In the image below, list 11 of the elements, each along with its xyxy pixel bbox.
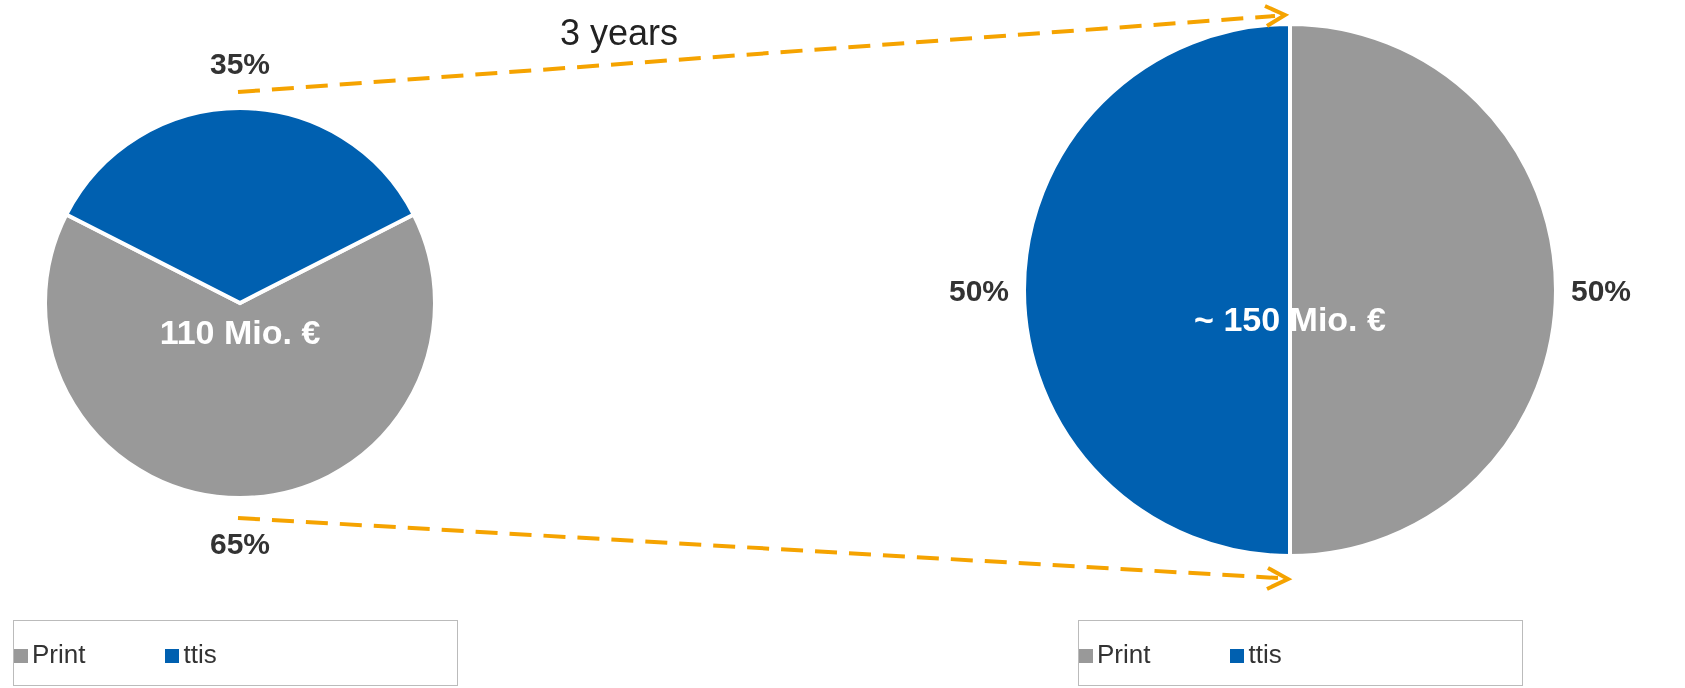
text: 3 years (560, 12, 679, 54)
legend-label: ttis (183, 639, 217, 669)
data-label: 50% (948, 273, 1010, 307)
legend-label: Print (32, 639, 86, 669)
legend-label: Print (1097, 639, 1151, 669)
data-label: 50% (1570, 273, 1632, 307)
legend-label: ttis (1248, 639, 1282, 669)
text: ~ 150 Mio. € (1193, 300, 1387, 339)
data-label: 65% (209, 526, 271, 560)
data-label: 35% (209, 46, 271, 80)
text: 110 Mio. € (158, 313, 322, 352)
